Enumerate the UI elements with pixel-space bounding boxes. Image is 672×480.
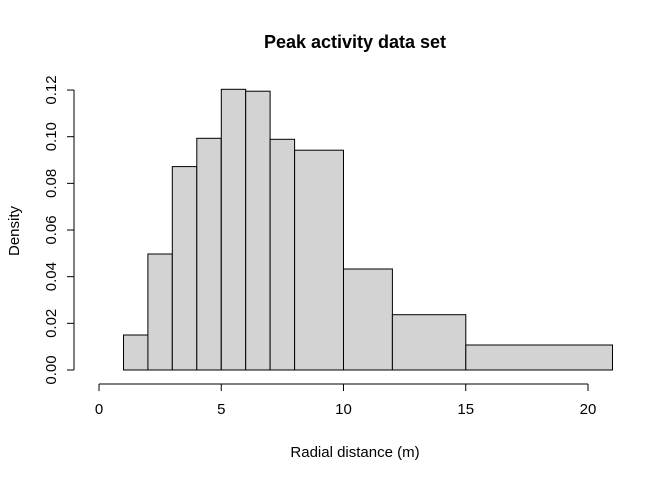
y-axis-label: Density	[6, 205, 23, 256]
histogram-bar-9	[343, 268, 393, 371]
histogram-bar-2	[147, 253, 173, 371]
y-tick-label-4: 0.08	[43, 169, 60, 198]
y-tick-label-0: 0.00	[43, 355, 60, 384]
y-tick-label-1: 0.02	[43, 309, 60, 338]
histogram-bar-10	[391, 314, 467, 371]
histogram-bar-3	[171, 166, 198, 371]
chart-title: Peak activity data set	[264, 32, 446, 52]
histogram-bar-5	[220, 88, 247, 371]
histogram-bar-11	[465, 344, 613, 371]
histogram-bar-7	[269, 138, 296, 371]
x-tick-label-3: 15	[457, 401, 474, 418]
histogram-bar-4	[196, 137, 222, 371]
histogram-bar-6	[245, 90, 271, 371]
y-axis: 0.00 0.02 0.04 0.06 0.08 0.10 0.12	[43, 75, 75, 385]
y-tick-label-6: 0.12	[43, 75, 60, 104]
y-tick-label-2: 0.04	[43, 262, 60, 291]
y-tick-label-3: 0.06	[43, 215, 60, 244]
histogram-bar-8	[294, 149, 345, 371]
y-tick-label-5: 0.10	[43, 122, 60, 151]
x-tick-label-0: 0	[95, 401, 103, 418]
x-tick-label-2: 10	[335, 401, 352, 418]
x-tick-label-4: 20	[580, 401, 597, 418]
x-axis-label: Radial distance (m)	[290, 444, 419, 461]
x-axis: 0 5 10 15 20	[95, 383, 597, 418]
x-tick-label-1: 5	[217, 401, 225, 418]
histogram-bars	[123, 88, 613, 371]
histogram-bar-1	[123, 334, 149, 371]
